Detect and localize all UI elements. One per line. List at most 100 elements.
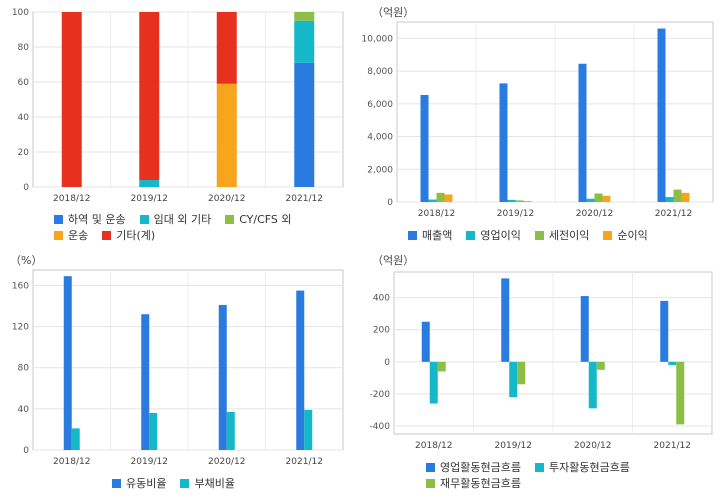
legend-swatch: [603, 231, 613, 240]
legend-swatch: [54, 231, 63, 240]
y-tick-label: 2,000: [367, 165, 393, 175]
bar-영업이익-2018-12: [428, 199, 437, 202]
y-tick-label: 60: [18, 78, 30, 88]
y-tick-label: 80: [18, 364, 30, 374]
y-tick-label: 0: [23, 183, 29, 193]
legend-label: 투자활동현금흐름: [548, 461, 630, 474]
bar-매출액-2020-12: [578, 63, 587, 203]
x-tick-label: 2021/12: [654, 441, 691, 451]
x-tick-label: 2018/12: [418, 209, 455, 219]
legend-swatch: [225, 215, 235, 224]
y-tick-label: -400: [370, 422, 391, 432]
ratio-chart-panel: （%） 0 40 80 120 160 2018/12 2019/12 2020/12 2021…: [0, 248, 352, 496]
y-tick-label: 0: [384, 358, 390, 368]
bar-순이익-2020-12: [602, 195, 611, 202]
bar-유동비율-2018-12: [63, 276, 72, 450]
ratio-legend: 유동비율 부채비율: [112, 476, 342, 492]
x-tick-label: 2018/12: [53, 194, 90, 204]
legend-label: CY/CFS 외: [239, 213, 292, 226]
legend-swatch: [426, 463, 435, 472]
bar-재무활동현금흐름-2019-12: [517, 361, 526, 385]
y-tick-label: 100: [12, 8, 29, 18]
income-chart-unit: （억원）: [372, 6, 415, 19]
x-tick-label: 2019/12: [131, 457, 168, 467]
legend-label: 순이익: [617, 229, 648, 242]
bar-세전이익-2018-12: [436, 192, 445, 202]
bar-재무활동현금흐름-2020-12: [596, 361, 605, 370]
bar-임대-외-기타-2019-12: [139, 180, 160, 187]
bar-하역-및-운송-2021-12: [294, 62, 315, 187]
legend-item-임대-외-기타: 임대 외 기타: [139, 212, 212, 228]
bar-영업활동현금흐름-2018-12: [421, 321, 430, 362]
bar-부채비율-2018-12: [71, 428, 80, 450]
legend-label: 영업이익: [480, 229, 521, 242]
legend-item-유동비율: 유동비율: [112, 476, 166, 492]
x-tick-label: 2019/12: [495, 441, 532, 451]
y-tick-label: 40: [18, 113, 30, 123]
legend-swatch: [112, 479, 121, 488]
x-tick-label: 2021/12: [655, 209, 692, 219]
cashflow-chart: -400 -200 0 200 400 2018/12 2019/12 2020/12 2021…: [370, 271, 713, 451]
bar-부채비율-2020-12: [226, 411, 235, 450]
legend-label: 기타(계): [116, 229, 156, 242]
x-tick-label: 2021/12: [286, 194, 323, 204]
legend-label: 하역 및 운송: [68, 213, 126, 226]
bar-순이익-2018-12: [444, 194, 453, 202]
bar-세전이익-2019-12: [515, 200, 524, 202]
bar-영업이익-2019-12: [507, 199, 516, 202]
legend-item-운송: 운송: [54, 228, 88, 244]
bar-매출액-2018-12: [420, 94, 429, 202]
bar-세전이익-2021-12: [673, 189, 682, 202]
x-tick-label: 2020/12: [208, 457, 245, 467]
x-tick-label: 2019/12: [497, 209, 534, 219]
legend-item-기타-계: 기타(계): [102, 228, 155, 244]
revenue-mix-chart-panel: 0 20 40 60 80 100 2018/12 2019/12 2020/12 2021/12…: [0, 0, 352, 248]
y-tick-label: 400: [373, 294, 390, 304]
bar-영업활동현금흐름-2021-12: [660, 300, 669, 362]
legend-item-매출액: 매출액: [408, 228, 452, 244]
bar-영업이익-2021-12: [665, 197, 674, 202]
y-tick-label: 0: [23, 446, 29, 456]
x-tick-label: 2018/12: [415, 441, 452, 451]
ratio-chart: 0 40 80 120 160 2018/12 2019/12 2020/12 2021/12: [12, 269, 344, 467]
legend-swatch: [408, 231, 417, 240]
bar-기타-계-2020-12: [216, 12, 237, 84]
legend-item-부채비율: 부채비율: [180, 476, 235, 492]
revenue-mix-legend: 하역 및 운송 임대 외 기타 CY/CFS 외운송 기타(계): [54, 212, 344, 244]
legend-label: 임대 외 기타: [153, 213, 212, 226]
x-tick-label: 2020/12: [208, 194, 245, 204]
y-tick-label: 8,000: [367, 67, 393, 77]
legend-swatch: [139, 215, 149, 224]
x-tick-label: 2020/12: [576, 209, 613, 219]
x-tick-label: 2018/12: [53, 457, 90, 467]
legend-item-투자활동현금흐름: 투자활동현금흐름: [534, 460, 630, 476]
bar-운송-2020-12: [216, 83, 237, 187]
y-tick-label: 20: [18, 148, 30, 158]
y-tick-label: 120: [12, 323, 29, 333]
legend-item-하역-및-운송: 하역 및 운송: [54, 212, 126, 228]
ratio-chart-unit: （%）: [10, 254, 43, 267]
legend-label: 매출액: [422, 229, 453, 242]
income-chart-panel: （억원） 0 2,000 4,000 6,000 8,000 10,000 2018/12 2…: [360, 0, 720, 248]
bar-기타-계-2018-12: [61, 12, 82, 187]
bar-영업활동현금흐름-2020-12: [580, 296, 589, 362]
legend-swatch: [102, 231, 112, 240]
bar-재무활동현금흐름-2018-12: [437, 361, 446, 372]
legend-item-재무활동현금흐름: 재무활동현금흐름: [426, 476, 521, 492]
legend-swatch: [534, 231, 544, 240]
legend-label: 부채비율: [194, 477, 235, 490]
y-tick-label: 40: [18, 405, 30, 415]
x-tick-label: 2021/12: [286, 457, 323, 467]
legend-item-세전이익: 세전이익: [534, 228, 589, 244]
legend-label: 영업활동현금흐름: [440, 461, 521, 474]
y-tick-label: 4,000: [367, 133, 393, 143]
income-legend: 매출액 영업이익 세전이익 순이익: [408, 228, 708, 244]
bar-유동비율-2021-12: [296, 290, 305, 450]
legend-swatch: [534, 463, 544, 472]
bar-투자활동현금흐름-2019-12: [509, 361, 518, 398]
x-tick-label: 2020/12: [574, 441, 611, 451]
cashflow-chart-panel: （억원） -400 -200 0 200 400 2018/12 2019/12 2020/1…: [360, 248, 720, 496]
y-tick-label: 80: [18, 43, 30, 53]
bar-순이익-2019-12: [523, 201, 532, 202]
legend-item-cy-cfs-외: CY/CFS 외: [225, 212, 292, 228]
